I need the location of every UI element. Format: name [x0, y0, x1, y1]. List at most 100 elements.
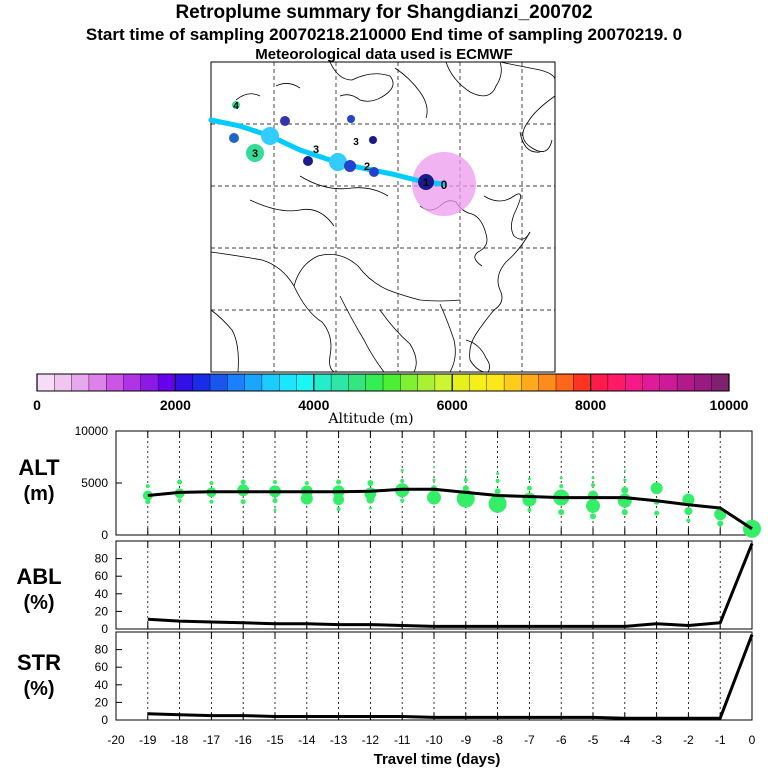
- cluster-point: [427, 490, 441, 505]
- str-ylabel-bottom: (%): [23, 678, 54, 700]
- colorbar-cell: [244, 373, 263, 392]
- cluster-point: [272, 498, 278, 504]
- y-tick-label: 0: [101, 713, 108, 727]
- y-tick-label: 10000: [75, 424, 109, 438]
- cluster-point: [336, 479, 342, 485]
- cluster-point: [400, 478, 405, 483]
- x-tick-label: -12: [362, 733, 380, 747]
- colorbar-cell: [521, 373, 540, 392]
- alt-panel: 0 5000 10000 ALT (m): [18, 424, 761, 542]
- colorbar-cell: [694, 373, 713, 392]
- str-y-ticks: 0 20 40 60 80: [95, 643, 122, 727]
- colorbar-cell: [486, 373, 505, 392]
- abl-panel: 0 20 40 60 80 ABL (%): [16, 540, 754, 636]
- colorbar-cell: [123, 373, 142, 392]
- x-tick-label: -17: [203, 733, 221, 747]
- colorbar-tick-label: 6000: [437, 397, 468, 413]
- cluster-point: [145, 499, 151, 505]
- cluster-marker: [246, 144, 264, 162]
- abl-y-ticks: 0 20 40 60 80: [95, 552, 122, 636]
- y-tick-label: 60: [95, 660, 109, 674]
- cluster-point: [463, 477, 468, 482]
- sampling-times: Start time of sampling 20070218.210000 E…: [85, 25, 683, 44]
- cluster-point: [650, 482, 663, 495]
- colorbar-cell: [261, 373, 280, 392]
- y-tick-label: 60: [95, 569, 109, 583]
- cluster-point: [273, 508, 277, 512]
- cluster-point: [495, 478, 500, 483]
- x-tick-label: -8: [492, 733, 503, 747]
- colorbar-cell: [659, 373, 678, 392]
- colorbar-cell: [71, 373, 90, 392]
- cluster-point: [617, 493, 632, 508]
- cluster-point: [527, 508, 532, 513]
- x-tick-label: 0: [749, 733, 756, 747]
- cluster-point: [209, 499, 214, 504]
- cluster-point: [462, 485, 469, 492]
- colorbar-cell: [88, 373, 107, 392]
- cluster-point: [488, 494, 507, 513]
- x-tick-label: -15: [266, 733, 284, 747]
- cluster-marker: [369, 136, 377, 144]
- colorbar-cell: [105, 373, 124, 392]
- cluster-point: [717, 520, 724, 527]
- cluster-point: [654, 510, 660, 516]
- cluster-marker: [303, 156, 313, 166]
- cluster-point: [590, 513, 596, 520]
- cluster-point: [240, 499, 246, 505]
- cluster-point: [400, 498, 405, 503]
- colorbar-tick-label: 2000: [160, 397, 191, 413]
- y-tick-label: 40: [95, 678, 109, 692]
- colorbar-cell: [573, 373, 592, 392]
- colorbar-cell: [555, 373, 574, 392]
- colorbar-cell: [175, 373, 194, 392]
- cluster-point: [623, 478, 627, 482]
- cluster-marker: [347, 115, 355, 123]
- colorbar-tick-label: 4000: [298, 397, 329, 413]
- cluster-label: 4: [233, 101, 239, 112]
- abl-series-line: [147, 543, 754, 628]
- cluster-point: [367, 480, 374, 486]
- colorbar-cell: [54, 373, 73, 392]
- colorbar-tick-label: 0: [33, 397, 41, 413]
- cluster-point: [177, 479, 183, 485]
- colorbar-cell: [192, 373, 211, 392]
- cluster-point: [400, 469, 404, 473]
- cluster-marker: [369, 167, 379, 177]
- cluster-point: [558, 509, 565, 516]
- page-title: Retroplume summary for Shangdianzi_20070…: [175, 2, 593, 23]
- cluster-marker: [344, 160, 356, 172]
- colorbar-tick-label: 8000: [575, 397, 606, 413]
- cluster-point: [591, 483, 595, 488]
- colorbar-cell: [209, 373, 228, 392]
- retroplume-map: 4 4 3 3 3 2 2 1 0: [208, 61, 556, 373]
- colorbar-cell: [503, 373, 522, 392]
- x-tick-label: -7: [524, 733, 535, 747]
- cluster-point: [273, 479, 277, 484]
- str-series-line: [147, 634, 754, 720]
- cluster-label: 3: [252, 148, 258, 160]
- x-tick-label: -3: [651, 733, 662, 747]
- cluster-label: 1: [423, 177, 429, 189]
- x-tick-label: -11: [394, 733, 411, 747]
- x-tick-label: -20: [107, 733, 125, 747]
- cluster-point: [682, 493, 695, 506]
- colorbar-cell: [313, 373, 332, 392]
- cluster-point: [333, 494, 345, 506]
- cluster-point: [621, 486, 629, 494]
- cluster-marker: [280, 116, 290, 126]
- plume-cluster-markers: 4 4 3 3 3 2 2 1: [229, 101, 434, 190]
- colorbar-cell: [279, 373, 298, 392]
- x-tick-label: -14: [298, 733, 316, 747]
- colorbar-cell: [676, 373, 695, 392]
- colorbar-cell: [469, 373, 488, 392]
- abl-ylabel-bottom: (%): [23, 592, 54, 614]
- alt-y-ticks: 0 5000 10000: [75, 424, 122, 542]
- cluster-point: [300, 492, 313, 505]
- colorbar-cell: [625, 373, 644, 392]
- y-tick-label: 80: [95, 552, 109, 566]
- cluster-point: [177, 498, 182, 503]
- colorbar-cell: [36, 373, 55, 392]
- y-tick-label: 20: [95, 604, 109, 618]
